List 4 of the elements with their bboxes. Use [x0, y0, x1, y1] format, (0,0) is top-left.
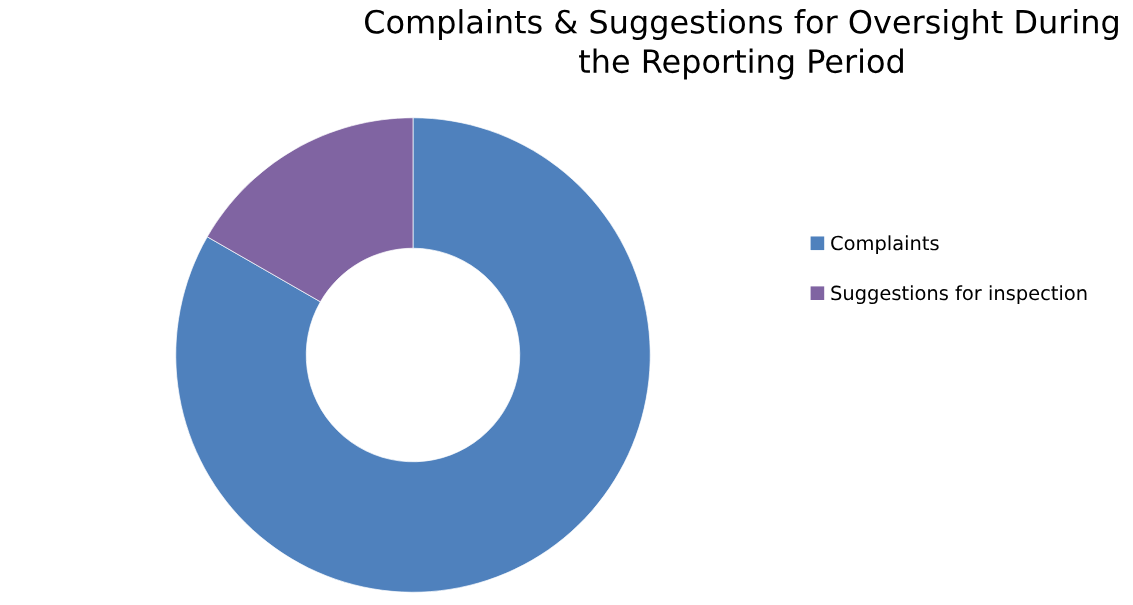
donut-slice — [175, 117, 651, 593]
legend-label: Complaints — [831, 235, 939, 255]
chart-title: Complaints & Suggestions for Oversight During the Reporting Period — [365, 9, 1118, 80]
legend-label: Suggestions for inspection — [831, 285, 1087, 305]
